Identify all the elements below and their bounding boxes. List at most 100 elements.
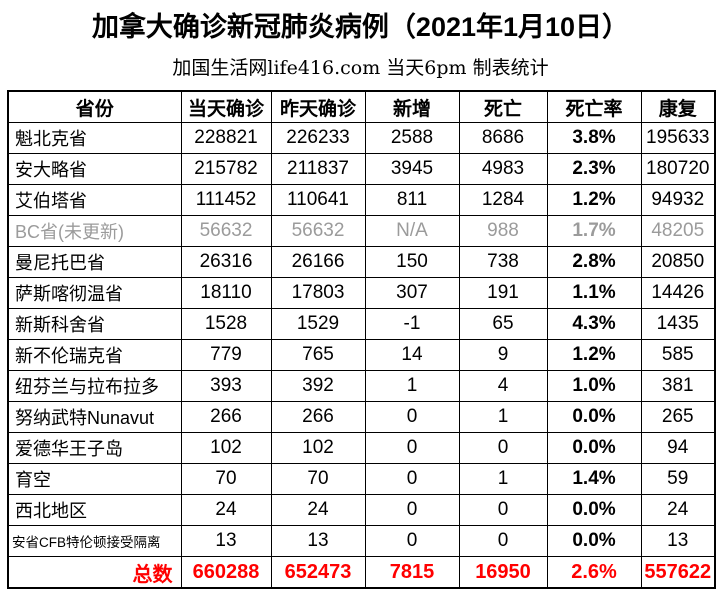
cell-today: 266 xyxy=(180,401,272,433)
cell-recovered: 14426 xyxy=(640,277,716,309)
cell-yesterday: 26166 xyxy=(270,246,366,278)
cell-yesterday: 56632 xyxy=(270,215,366,247)
cell-deaths: 988 xyxy=(458,215,548,247)
column-header-yesterday: 昨天确诊 xyxy=(270,90,366,123)
cell-new: 7815 xyxy=(364,556,460,589)
cell-recovered: 1435 xyxy=(640,308,716,340)
cell-recovered: 13 xyxy=(640,525,716,557)
cell-recovered: 20850 xyxy=(640,246,716,278)
cell-death-rate: 2.6% xyxy=(546,556,642,589)
cell-today: 660288 xyxy=(180,556,272,589)
cell-deaths: 0 xyxy=(458,494,548,526)
cell-province: 曼尼托巴省 xyxy=(7,246,182,278)
cell-province: 魁北克省 xyxy=(7,122,182,154)
cell-new: 2588 xyxy=(364,122,460,154)
cell-new: N/A xyxy=(364,215,460,247)
table-row-northwest-territories: 西北地区 24 24 0 0 0.0% 24 xyxy=(7,494,716,526)
cell-province: 纽芬兰与拉布拉多 xyxy=(7,370,182,402)
table-row-quebec: 魁北克省 228821 226233 2588 8686 3.8% 195633 xyxy=(7,122,716,154)
table-row-yukon: 育空 70 70 0 1 1.4% 59 xyxy=(7,463,716,495)
cell-today: 18110 xyxy=(180,277,272,309)
cell-new: 0 xyxy=(364,432,460,464)
cell-new: -1 xyxy=(364,308,460,340)
cell-yesterday: 226233 xyxy=(270,122,366,154)
cell-province: 育空 xyxy=(7,463,182,495)
cell-yesterday: 211837 xyxy=(270,153,366,185)
cell-recovered: 585 xyxy=(640,339,716,371)
cell-death-rate: 1.4% xyxy=(546,463,642,495)
cell-deaths: 0 xyxy=(458,432,548,464)
cell-today: 393 xyxy=(180,370,272,402)
table-row-ontario: 安大略省 215782 211837 3945 4983 2.3% 180720 xyxy=(7,153,716,185)
cell-yesterday: 1529 xyxy=(270,308,366,340)
cell-today: 102 xyxy=(180,432,272,464)
cell-today: 111452 xyxy=(180,184,272,216)
cell-total-label: 总数 xyxy=(7,556,182,589)
cell-deaths: 8686 xyxy=(458,122,548,154)
cell-yesterday: 110641 xyxy=(270,184,366,216)
table-row-manitoba: 曼尼托巴省 26316 26166 150 738 2.8% 20850 xyxy=(7,246,716,278)
cell-province: 努纳武特Nunavut xyxy=(7,401,182,433)
column-header-today: 当天确诊 xyxy=(180,90,272,123)
cell-new: 0 xyxy=(364,401,460,433)
cell-today: 24 xyxy=(180,494,272,526)
column-header-death-rate: 死亡率 xyxy=(546,90,642,123)
cell-new: 0 xyxy=(364,494,460,526)
cell-deaths: 1 xyxy=(458,401,548,433)
cell-deaths: 16950 xyxy=(458,556,548,589)
cell-deaths: 65 xyxy=(458,308,548,340)
subtitle-attribution: 加国生活网life416.com 当天6pm 制表统计 xyxy=(172,57,549,79)
cell-today: 56632 xyxy=(180,215,272,247)
cell-deaths: 191 xyxy=(458,277,548,309)
cell-deaths: 1 xyxy=(458,463,548,495)
cell-yesterday: 13 xyxy=(270,525,366,557)
cell-province: 艾伯塔省 xyxy=(7,184,182,216)
cell-death-rate: 0.0% xyxy=(546,432,642,464)
cell-province: 新不伦瑞克省 xyxy=(7,339,182,371)
table-row-bc-not-updated: BC省(未更新) 56632 56632 N/A 988 1.7% 48205 xyxy=(7,215,716,247)
column-header-deaths: 死亡 xyxy=(458,90,548,123)
cell-province: 安省CFB特伦顿接受隔离 xyxy=(7,525,182,557)
cell-recovered: 59 xyxy=(640,463,716,495)
cell-province: 萨斯喀彻温省 xyxy=(7,277,182,309)
cell-recovered: 195633 xyxy=(640,122,716,154)
cell-yesterday: 17803 xyxy=(270,277,366,309)
cell-yesterday: 102 xyxy=(270,432,366,464)
cell-province: 安大略省 xyxy=(7,153,182,185)
cell-deaths: 738 xyxy=(458,246,548,278)
cell-recovered: 94932 xyxy=(640,184,716,216)
cell-today: 26316 xyxy=(180,246,272,278)
page-title: 加拿大确诊新冠肺炎病例（2021年1月10日） xyxy=(91,12,630,42)
cell-today: 779 xyxy=(180,339,272,371)
cell-new: 0 xyxy=(364,463,460,495)
table-row-alberta: 艾伯塔省 111452 110641 811 1284 1.2% 94932 xyxy=(7,184,716,216)
cell-new: 307 xyxy=(364,277,460,309)
header-row: 省份 当天确诊 昨天确诊 新增 死亡 死亡率 康复 xyxy=(7,90,716,123)
cell-new: 0 xyxy=(364,525,460,557)
cell-recovered: 94 xyxy=(640,432,716,464)
cell-deaths: 0 xyxy=(458,525,548,557)
cell-recovered: 180720 xyxy=(640,153,716,185)
cell-new: 1 xyxy=(364,370,460,402)
column-header-new: 新增 xyxy=(364,90,460,123)
cell-death-rate: 1.2% xyxy=(546,339,642,371)
cell-today: 70 xyxy=(180,463,272,495)
covid-stats-table: 省份 当天确诊 昨天确诊 新增 死亡 死亡率 康复 魁北克省 228821 22… xyxy=(7,90,716,589)
cell-death-rate: 1.2% xyxy=(546,184,642,216)
cell-today: 228821 xyxy=(180,122,272,154)
cell-today: 13 xyxy=(180,525,272,557)
cell-yesterday: 392 xyxy=(270,370,366,402)
cell-death-rate: 4.3% xyxy=(546,308,642,340)
cell-death-rate: 0.0% xyxy=(546,401,642,433)
cell-yesterday: 266 xyxy=(270,401,366,433)
column-header-province: 省份 xyxy=(7,90,182,123)
cell-province: 新斯科舍省 xyxy=(7,308,182,340)
cell-deaths: 4983 xyxy=(458,153,548,185)
table-row-pei: 爱德华王子岛 102 102 0 0 0.0% 94 xyxy=(7,432,716,464)
cell-new: 150 xyxy=(364,246,460,278)
cell-death-rate: 2.3% xyxy=(546,153,642,185)
cell-death-rate: 0.0% xyxy=(546,525,642,557)
cell-new: 811 xyxy=(364,184,460,216)
cell-death-rate: 0.0% xyxy=(546,494,642,526)
cell-province: 西北地区 xyxy=(7,494,182,526)
